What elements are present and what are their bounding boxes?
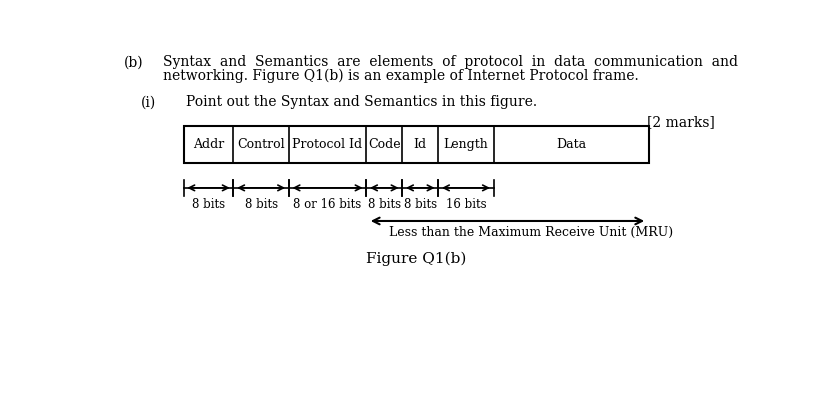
Text: 8 bits: 8 bits: [368, 198, 401, 211]
Text: Code: Code: [368, 138, 401, 151]
Text: Protocol Id: Protocol Id: [293, 138, 362, 151]
Bar: [183, 126, 649, 163]
Text: [2 marks]: [2 marks]: [646, 116, 714, 130]
Text: Length: Length: [443, 138, 488, 151]
Text: 8 bits: 8 bits: [192, 198, 225, 211]
Text: Control: Control: [237, 138, 285, 151]
Text: Addr: Addr: [193, 138, 224, 151]
Text: Figure Q1(b): Figure Q1(b): [366, 252, 466, 266]
Text: (b): (b): [124, 55, 144, 69]
Text: Less than the Maximum Receive Unit (MRU): Less than the Maximum Receive Unit (MRU): [389, 226, 672, 239]
Text: 8 bits: 8 bits: [245, 198, 277, 211]
Text: 8 or 16 bits: 8 or 16 bits: [294, 198, 362, 211]
Text: Data: Data: [556, 138, 587, 151]
Text: networking. Figure Q1(b) is an example of Internet Protocol frame.: networking. Figure Q1(b) is an example o…: [163, 68, 639, 83]
Text: Syntax  and  Semantics  are  elements  of  protocol  in  data  communication  an: Syntax and Semantics are elements of pro…: [163, 55, 738, 69]
Text: Point out the Syntax and Semantics in this figure.: Point out the Syntax and Semantics in th…: [186, 95, 537, 110]
Text: 16 bits: 16 bits: [446, 198, 486, 211]
Text: Id: Id: [414, 138, 427, 151]
Text: 8 bits: 8 bits: [404, 198, 437, 211]
Text: (i): (i): [141, 95, 156, 110]
